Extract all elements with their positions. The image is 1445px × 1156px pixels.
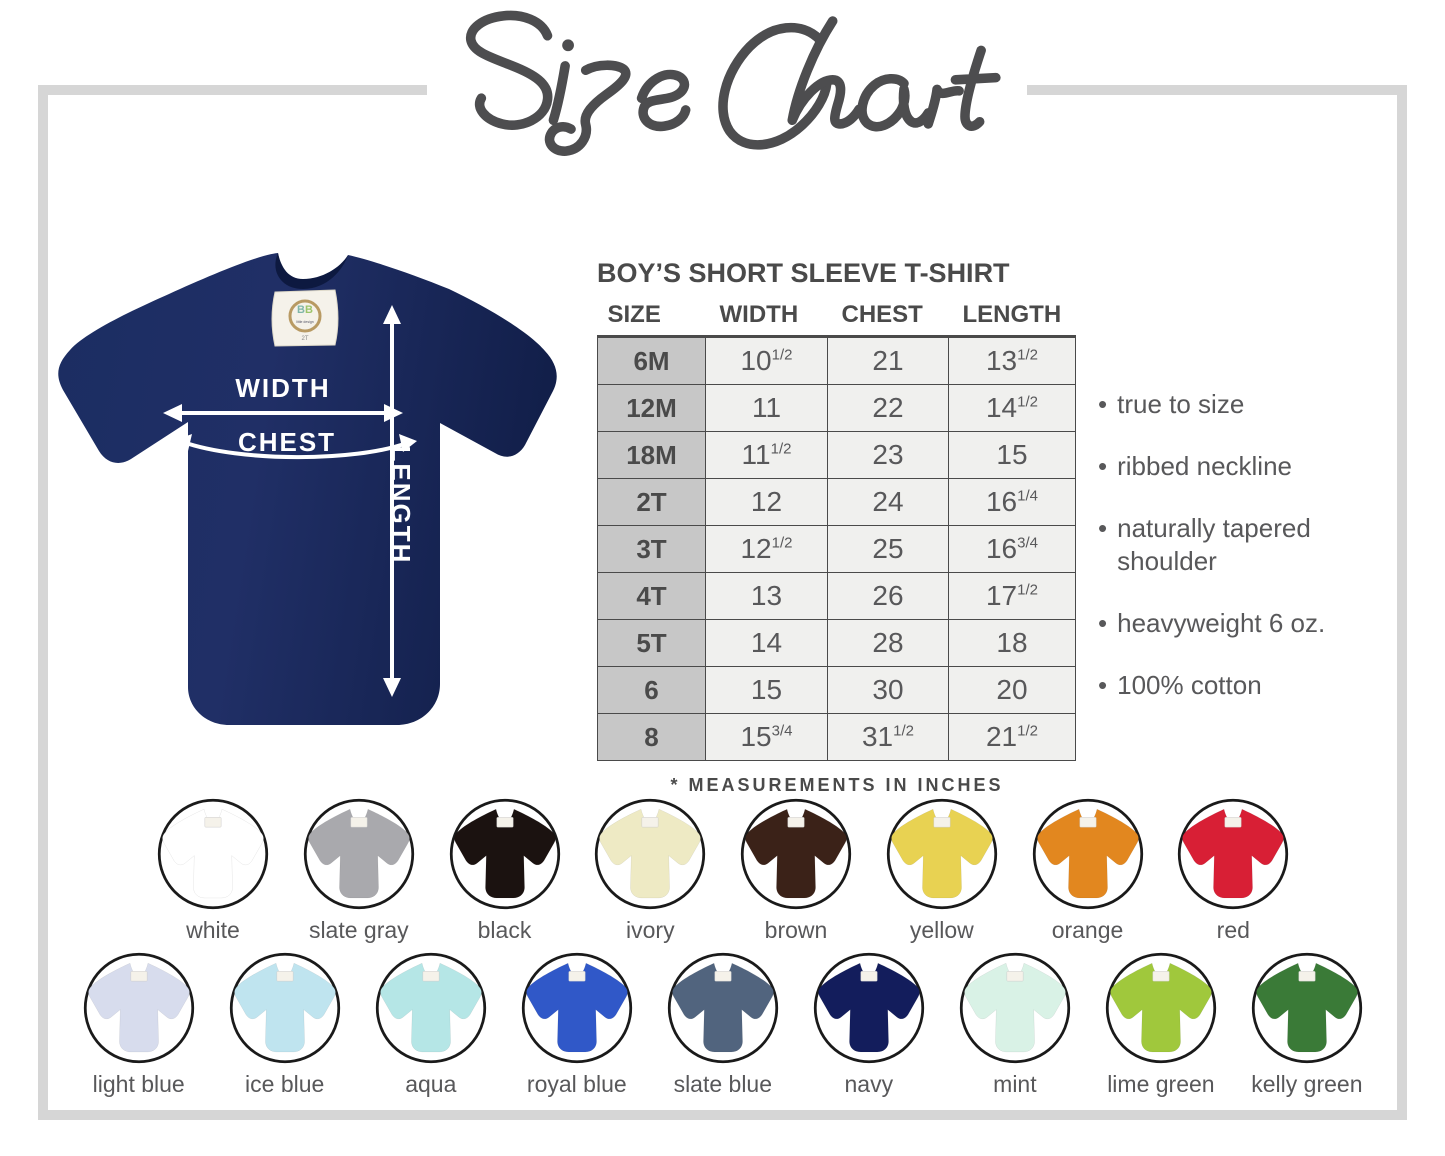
svg-text:LENGTH: LENGTH (386, 446, 416, 565)
svg-text:WIDTH: WIDTH (235, 373, 330, 403)
svg-text:CHEST: CHEST (238, 427, 336, 457)
svg-text:little design: little design (296, 320, 314, 324)
svg-text:2T: 2T (301, 336, 308, 342)
svg-text:BB: BB (297, 304, 313, 316)
